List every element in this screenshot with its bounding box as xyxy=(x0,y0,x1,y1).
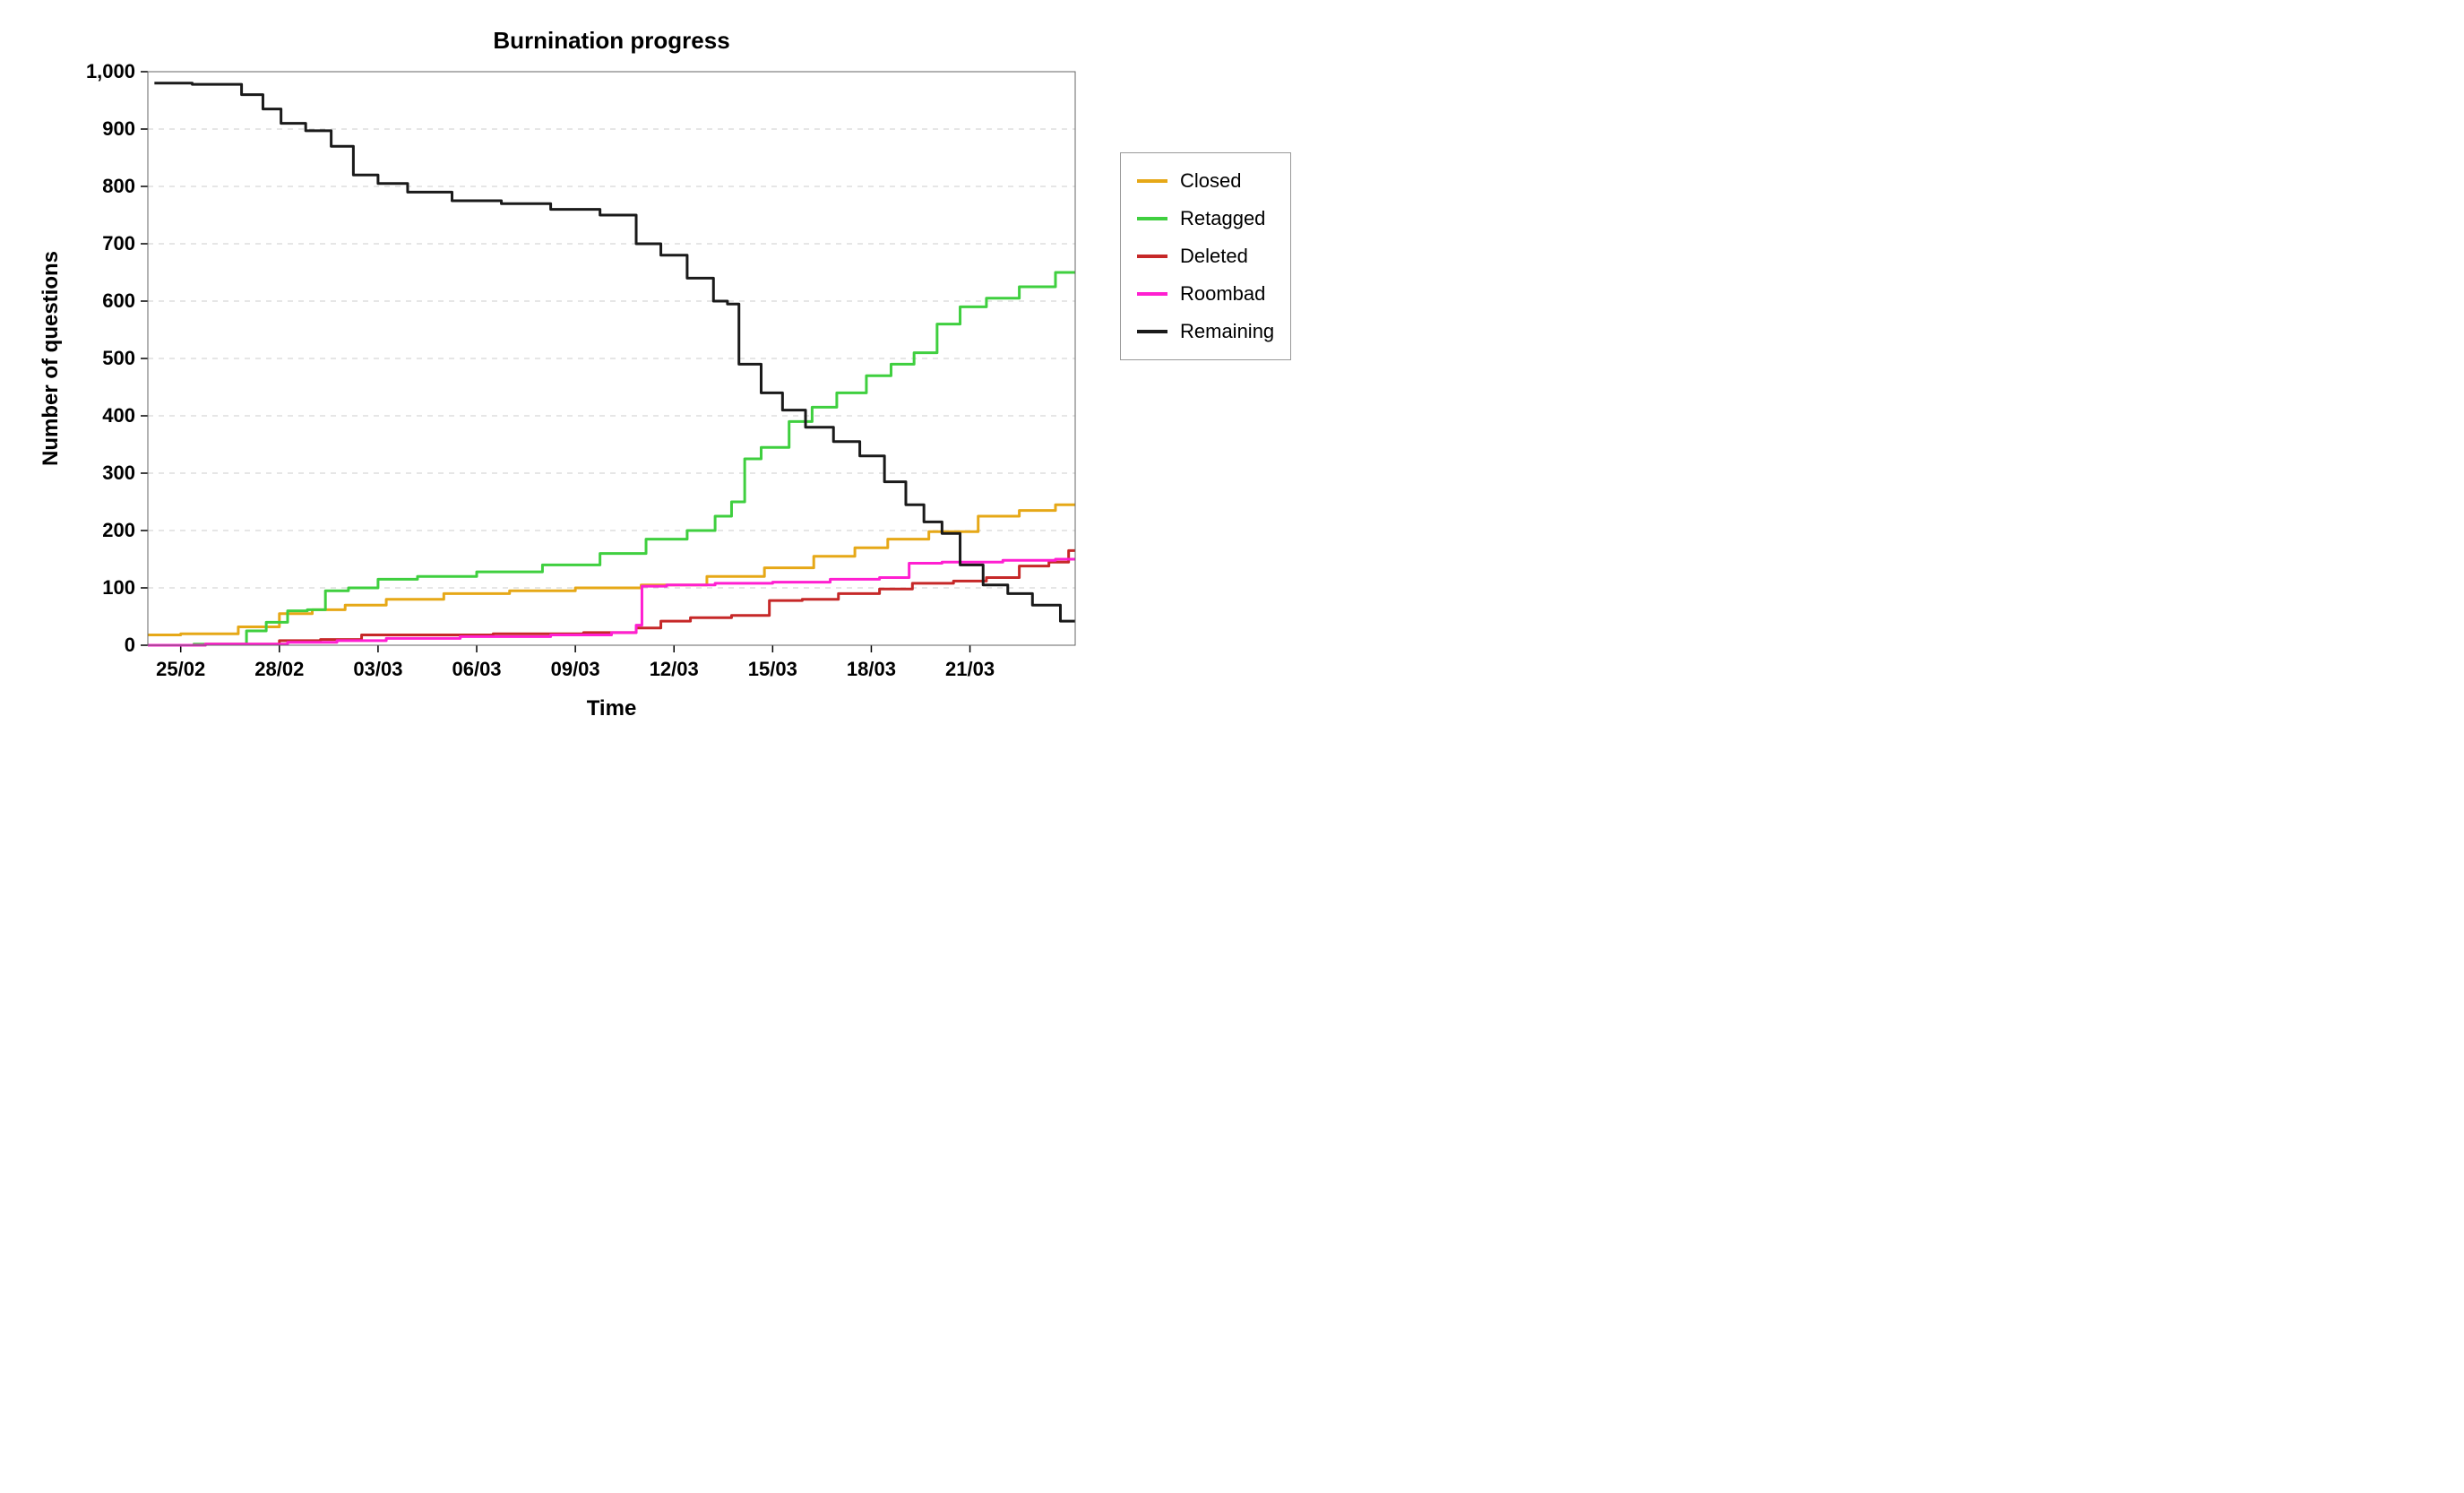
ytick-label: 300 xyxy=(102,462,135,484)
xtick-label: 21/03 xyxy=(945,658,995,680)
chart-container: Burnination progress 0 100 200 300 400 500 600 7… xyxy=(0,0,1353,766)
legend-swatch xyxy=(1137,330,1167,333)
legend-swatch xyxy=(1137,292,1167,296)
ytick-label: 200 xyxy=(102,519,135,541)
ytick-label: 500 xyxy=(102,347,135,369)
ytick-label: 400 xyxy=(102,404,135,427)
legend-label: Deleted xyxy=(1180,245,1248,268)
chart-column: Burnination progress 0 100 200 300 400 500 600 7… xyxy=(27,18,1084,748)
legend-label: Remaining xyxy=(1180,320,1274,343)
ytick-label: 800 xyxy=(102,175,135,197)
legend-item-deleted: Deleted xyxy=(1133,237,1278,275)
ytick-label: 700 xyxy=(102,232,135,255)
legend-swatch xyxy=(1137,217,1167,220)
legend-swatch xyxy=(1137,255,1167,258)
chart-title: Burnination progress xyxy=(493,27,729,54)
xtick-label: 15/03 xyxy=(748,658,797,680)
ytick-label: 600 xyxy=(102,289,135,312)
ytick-label: 900 xyxy=(102,117,135,140)
ytick-label: 100 xyxy=(102,576,135,599)
legend-box: Closed Retagged Deleted Roombad Remaining xyxy=(1120,152,1291,360)
legend-item-retagged: Retagged xyxy=(1133,200,1278,237)
xtick-label: 03/03 xyxy=(353,658,402,680)
xtick-label: 09/03 xyxy=(551,658,600,680)
x-axis-label: Time xyxy=(587,696,637,721)
xtick-label: 18/03 xyxy=(847,658,896,680)
xtick-label: 06/03 xyxy=(452,658,501,680)
legend-label: Roombad xyxy=(1180,282,1265,306)
y-axis-label: Number of questions xyxy=(39,251,63,466)
burnination-chart: Burnination progress 0 100 200 300 400 500 600 7… xyxy=(27,18,1084,744)
legend-swatch xyxy=(1137,179,1167,183)
legend-item-remaining: Remaining xyxy=(1133,313,1278,350)
xtick-label: 28/02 xyxy=(254,658,304,680)
ytick-label: 1,000 xyxy=(86,60,135,82)
xtick-label: 12/03 xyxy=(650,658,699,680)
legend-label: Retagged xyxy=(1180,207,1265,230)
xtick-label: 25/02 xyxy=(156,658,205,680)
legend-label: Closed xyxy=(1180,169,1241,193)
legend-item-roombad: Roombad xyxy=(1133,275,1278,313)
legend-item-closed: Closed xyxy=(1133,162,1278,200)
ytick-label: 0 xyxy=(125,634,135,656)
